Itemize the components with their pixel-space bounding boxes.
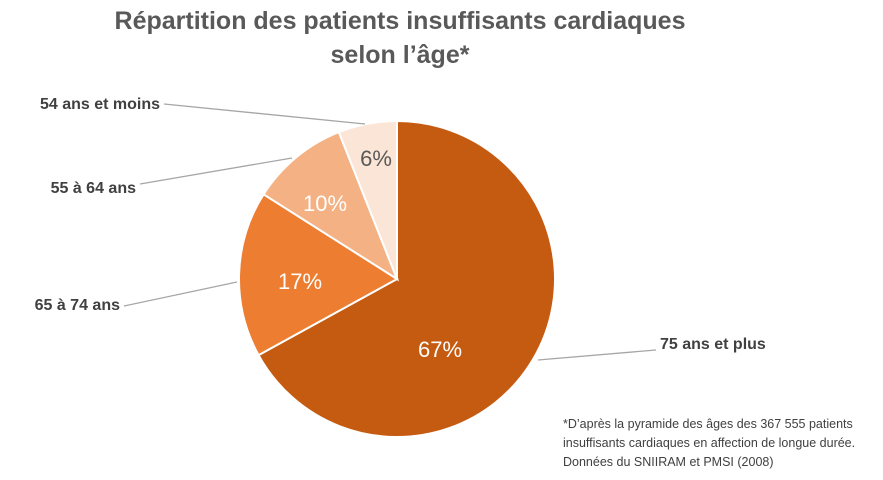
chart-title: Répartition des patients insuffisants ca… (0, 4, 800, 72)
category-label: 55 à 64 ans (51, 180, 137, 197)
footnote-line: insuffisants cardiaques en affection de … (563, 436, 856, 450)
pie-slice-2 (238, 192, 399, 357)
leader-line (139, 157, 293, 185)
pie-slice-3 (262, 130, 400, 282)
data-label: 10% (303, 191, 347, 216)
leader-line (163, 103, 366, 125)
category-label: 54 ans et moins (40, 96, 160, 113)
data-label: 6% (360, 146, 392, 171)
category-label: 65 à 74 ans (35, 297, 121, 314)
pie-slice-4 (337, 119, 398, 280)
pie-slice-1 (257, 119, 556, 438)
category-label: 75 ans et plus (660, 336, 766, 353)
data-label: 67% (418, 337, 462, 362)
footnote: *D’après la pyramide des âges des 367 55… (563, 415, 855, 472)
data-label: 17% (278, 269, 322, 294)
footnote-line: Données du SNIIRAM et PMSI (2008) (563, 455, 774, 469)
title-line-1: Répartition des patients insuffisants ca… (114, 7, 686, 35)
leader-line (537, 349, 657, 361)
leader-line (123, 281, 238, 307)
footnote-line: *D’après la pyramide des âges des 367 55… (563, 417, 853, 431)
title-line-2: selon l’âge* (330, 41, 470, 69)
